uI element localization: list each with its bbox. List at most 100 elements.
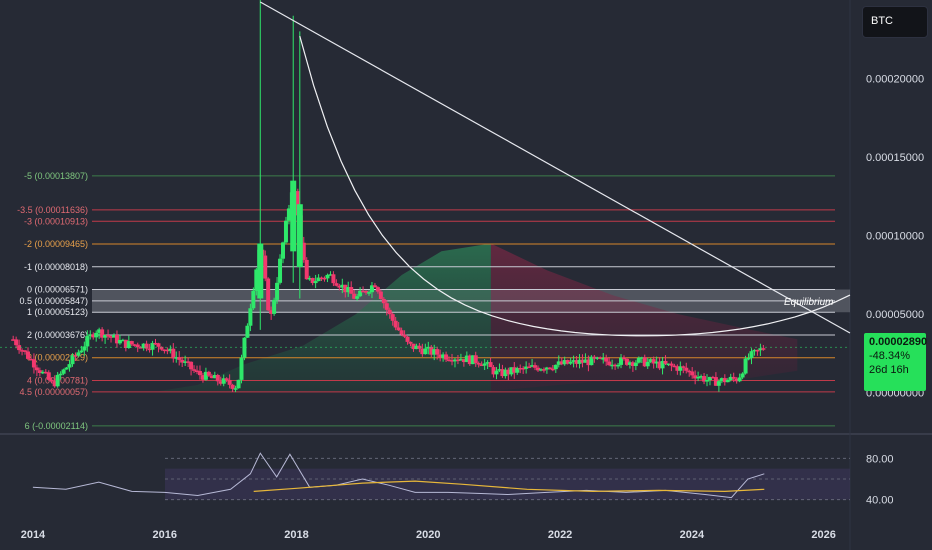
candle [114, 334, 119, 344]
candle [613, 364, 618, 367]
y-tick-label: 0.00020000 [866, 74, 924, 86]
candle [725, 379, 730, 383]
candle [88, 334, 93, 337]
candle [411, 343, 416, 350]
candle [174, 357, 179, 359]
candle [577, 359, 582, 364]
candles-group [11, 0, 766, 393]
candle [49, 379, 54, 382]
candle [159, 346, 164, 350]
symbol-button[interactable]: BTC [862, 6, 928, 38]
candle [752, 349, 757, 352]
candle [461, 359, 466, 363]
candle [755, 349, 760, 352]
candle [322, 277, 327, 280]
candle [559, 361, 564, 365]
candle [40, 371, 45, 374]
candle [630, 362, 635, 366]
candle [494, 370, 499, 375]
candle [91, 334, 96, 338]
candle [117, 340, 122, 344]
candle [61, 369, 66, 374]
candle [758, 348, 763, 351]
candle [491, 367, 496, 375]
candle [203, 371, 208, 380]
candle [455, 359, 460, 362]
candle [627, 362, 632, 365]
candle [281, 242, 286, 259]
candle [538, 369, 543, 371]
accumulation-cloud [158, 243, 491, 392]
candle [269, 310, 274, 314]
candle [331, 274, 336, 284]
candle [402, 334, 407, 337]
candle [177, 357, 182, 360]
candle [257, 243, 264, 299]
candle [31, 359, 36, 368]
candle [242, 337, 247, 358]
candle [583, 359, 588, 363]
candle [429, 346, 434, 355]
candle [358, 290, 363, 297]
fib-level-label: -1 (0.00008018) [24, 262, 88, 272]
candle [651, 359, 656, 364]
x-tick-label: 2020 [416, 529, 440, 541]
candle [598, 357, 603, 359]
candle [304, 259, 309, 280]
candle [633, 362, 638, 366]
fib-level-label: -3 (0.00010913) [24, 216, 88, 226]
candle [361, 290, 366, 293]
candle [100, 329, 105, 338]
candle [186, 361, 191, 363]
candle [180, 359, 185, 363]
candle [52, 381, 57, 387]
candle [189, 361, 194, 370]
candle [707, 376, 712, 381]
candle [372, 285, 377, 288]
candle [43, 371, 48, 374]
candle [467, 355, 472, 365]
candle [70, 355, 75, 365]
candle [580, 359, 585, 363]
candle [55, 374, 60, 387]
candle [325, 274, 330, 279]
y-tick-label: 0.00015000 [866, 152, 924, 164]
price-change: -48.34% [869, 350, 910, 362]
candle [126, 341, 131, 348]
candle [310, 277, 315, 284]
candle [710, 376, 715, 379]
candle [28, 358, 33, 361]
candle [444, 354, 449, 360]
candle [266, 278, 271, 311]
candle [506, 369, 511, 375]
x-tick-label: 2016 [152, 529, 176, 541]
candle [702, 376, 707, 382]
candle [524, 366, 529, 369]
symbol-label: BTC [871, 15, 893, 27]
candle [295, 191, 300, 216]
candle [227, 379, 232, 385]
candle [503, 369, 508, 377]
candle [109, 336, 114, 338]
y-tick-label: 0.00010000 [866, 231, 924, 243]
candle [485, 362, 490, 364]
candle [340, 284, 345, 288]
candle [343, 284, 348, 293]
candle [488, 362, 493, 368]
candle [417, 345, 422, 349]
candle [97, 329, 102, 333]
candle [218, 381, 223, 384]
candle [248, 308, 253, 326]
candle [654, 361, 659, 364]
candle [73, 355, 78, 357]
candle [82, 346, 87, 351]
candle [156, 343, 161, 347]
candle [132, 344, 137, 346]
candle [731, 376, 736, 379]
candle [479, 364, 484, 367]
current-price: 0.00002890 [869, 336, 928, 348]
rsi-ma-line [253, 480, 765, 493]
fib-level-label: 4.5 (0.00000057) [19, 387, 88, 397]
candle [509, 367, 514, 375]
